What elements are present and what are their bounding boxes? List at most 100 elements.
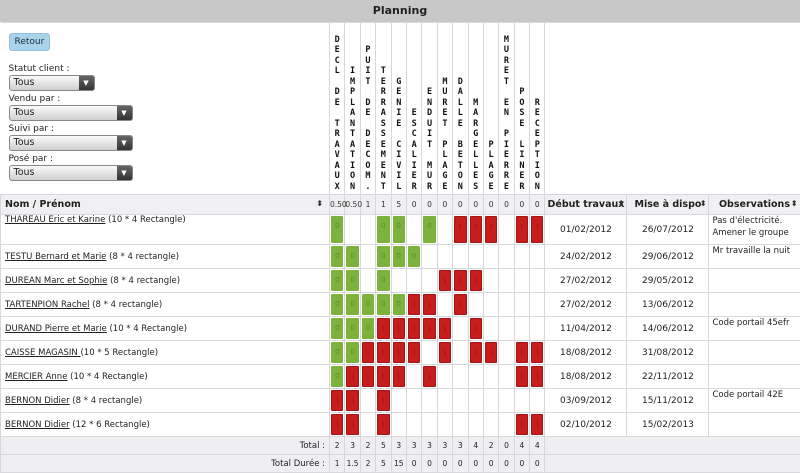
task-cell-todo[interactable]: 1 bbox=[376, 317, 391, 341]
task-cell-todo[interactable]: 1 bbox=[453, 269, 468, 293]
task-cell-empty[interactable] bbox=[453, 341, 468, 365]
task-cell-empty[interactable] bbox=[360, 269, 375, 293]
task-cell-empty[interactable] bbox=[468, 245, 483, 269]
task-cell-todo[interactable]: 1 bbox=[453, 293, 468, 317]
task-cell-todo[interactable]: 1 bbox=[437, 317, 452, 341]
task-cell-done[interactable]: 0 bbox=[391, 293, 406, 317]
task-cell-todo[interactable]: 1 bbox=[376, 341, 391, 365]
task-cell-empty[interactable] bbox=[453, 413, 468, 437]
task-cell-empty[interactable] bbox=[530, 317, 545, 341]
task-cell-done[interactable]: 0 bbox=[422, 215, 437, 245]
task-cell-empty[interactable] bbox=[483, 413, 498, 437]
client-link[interactable]: TESTU Bernard et Marie bbox=[5, 252, 106, 262]
chevron-down-icon[interactable]: ▼ bbox=[117, 166, 132, 180]
task-cell-empty[interactable] bbox=[453, 365, 468, 389]
task-cell-todo[interactable]: 1 bbox=[406, 293, 421, 317]
task-cell-done[interactable]: 0 bbox=[330, 341, 345, 365]
client-link[interactable]: DUREAN Marc et Sophie bbox=[5, 276, 107, 286]
filter-select[interactable]: Tous▼ bbox=[9, 105, 133, 121]
client-link[interactable]: BERNON Didier bbox=[5, 420, 70, 430]
task-cell-empty[interactable] bbox=[406, 365, 421, 389]
task-cell-todo[interactable]: 1 bbox=[330, 389, 345, 413]
task-cell-empty[interactable] bbox=[406, 413, 421, 437]
task-cell-todo[interactable]: 1 bbox=[345, 413, 360, 437]
task-cell-todo[interactable]: 1 bbox=[483, 215, 498, 245]
task-cell-empty[interactable] bbox=[514, 245, 529, 269]
task-cell-done[interactable]: 0 bbox=[345, 341, 360, 365]
task-cell-done[interactable]: 0 bbox=[345, 245, 360, 269]
task-cell-empty[interactable] bbox=[499, 413, 514, 437]
task-cell-todo[interactable]: 1 bbox=[514, 365, 529, 389]
task-cell-empty[interactable] bbox=[437, 215, 452, 245]
task-cell-empty[interactable] bbox=[468, 293, 483, 317]
task-cell-todo[interactable]: 1 bbox=[360, 341, 375, 365]
task-cell-done[interactable]: 0 bbox=[330, 293, 345, 317]
task-cell-todo[interactable]: 1 bbox=[406, 341, 421, 365]
task-cell-empty[interactable] bbox=[483, 245, 498, 269]
task-cell-todo[interactable]: 1 bbox=[391, 317, 406, 341]
task-cell-todo[interactable]: 1 bbox=[514, 413, 529, 437]
task-cell-empty[interactable] bbox=[499, 317, 514, 341]
task-cell-empty[interactable] bbox=[391, 413, 406, 437]
task-cell-todo[interactable]: 1 bbox=[391, 341, 406, 365]
sort-icon[interactable]: ⬍ bbox=[791, 199, 798, 208]
task-cell-todo[interactable]: 1 bbox=[376, 389, 391, 413]
task-cell-empty[interactable] bbox=[453, 389, 468, 413]
filter-select[interactable]: Tous▼ bbox=[9, 165, 133, 181]
client-link[interactable]: MERCIER Anne bbox=[5, 372, 67, 382]
task-cell-done[interactable]: 0 bbox=[360, 293, 375, 317]
task-cell-done[interactable]: 0 bbox=[345, 317, 360, 341]
filter-select[interactable]: Tous▼ bbox=[9, 75, 95, 91]
task-cell-empty[interactable] bbox=[514, 293, 529, 317]
task-cell-done[interactable]: 0 bbox=[391, 245, 406, 269]
task-cell-empty[interactable] bbox=[391, 269, 406, 293]
task-cell-done[interactable]: 0 bbox=[330, 245, 345, 269]
client-link[interactable]: DURAND Pierre et Marie bbox=[5, 324, 107, 334]
task-cell-todo[interactable]: 1 bbox=[422, 317, 437, 341]
task-cell-todo[interactable]: 1 bbox=[514, 341, 529, 365]
task-cell-empty[interactable] bbox=[422, 341, 437, 365]
task-cell-empty[interactable] bbox=[422, 413, 437, 437]
task-cell-empty[interactable] bbox=[360, 215, 375, 245]
task-cell-done[interactable]: 0 bbox=[345, 269, 360, 293]
task-cell-todo[interactable]: 1 bbox=[530, 215, 545, 245]
task-cell-empty[interactable] bbox=[406, 389, 421, 413]
filter-select[interactable]: Tous▼ bbox=[9, 135, 133, 151]
task-cell-empty[interactable] bbox=[422, 269, 437, 293]
client-link[interactable]: CAISSE MAGASIN bbox=[5, 348, 80, 358]
task-cell-empty[interactable] bbox=[499, 365, 514, 389]
task-cell-todo[interactable]: 1 bbox=[376, 365, 391, 389]
task-cell-empty[interactable] bbox=[422, 389, 437, 413]
task-cell-todo[interactable]: 1 bbox=[468, 341, 483, 365]
task-cell-done[interactable]: 0 bbox=[406, 245, 421, 269]
task-cell-todo[interactable]: 1 bbox=[437, 341, 452, 365]
task-cell-empty[interactable] bbox=[530, 245, 545, 269]
task-cell-todo[interactable]: 1 bbox=[468, 269, 483, 293]
name-column-header[interactable]: Nom / Prénom ⬍ bbox=[1, 195, 330, 215]
task-cell-done[interactable]: 0 bbox=[330, 317, 345, 341]
sort-icon[interactable]: ⬍ bbox=[700, 199, 707, 208]
task-cell-empty[interactable] bbox=[406, 215, 421, 245]
task-cell-todo[interactable]: 1 bbox=[345, 365, 360, 389]
task-cell-todo[interactable]: 1 bbox=[530, 341, 545, 365]
task-cell-todo[interactable]: 1 bbox=[422, 293, 437, 317]
task-cell-empty[interactable] bbox=[437, 245, 452, 269]
task-cell-done[interactable]: 0 bbox=[376, 293, 391, 317]
task-cell-empty[interactable] bbox=[437, 413, 452, 437]
task-cell-empty[interactable] bbox=[499, 389, 514, 413]
task-cell-done[interactable]: 0 bbox=[376, 215, 391, 245]
client-link[interactable]: BERNON Didier bbox=[5, 396, 70, 406]
task-cell-done[interactable]: 0 bbox=[391, 215, 406, 245]
task-cell-todo[interactable]: 1 bbox=[530, 365, 545, 389]
task-cell-todo[interactable]: 1 bbox=[360, 365, 375, 389]
task-cell-todo[interactable]: 1 bbox=[530, 413, 545, 437]
task-cell-todo[interactable]: 1 bbox=[483, 341, 498, 365]
task-cell-empty[interactable] bbox=[514, 389, 529, 413]
task-cell-empty[interactable] bbox=[514, 269, 529, 293]
chevron-down-icon[interactable]: ▼ bbox=[79, 76, 94, 90]
task-cell-done[interactable]: 0 bbox=[376, 245, 391, 269]
task-cell-empty[interactable] bbox=[406, 269, 421, 293]
task-cell-todo[interactable]: 1 bbox=[376, 413, 391, 437]
task-cell-empty[interactable] bbox=[483, 269, 498, 293]
task-cell-done[interactable]: 0 bbox=[360, 317, 375, 341]
